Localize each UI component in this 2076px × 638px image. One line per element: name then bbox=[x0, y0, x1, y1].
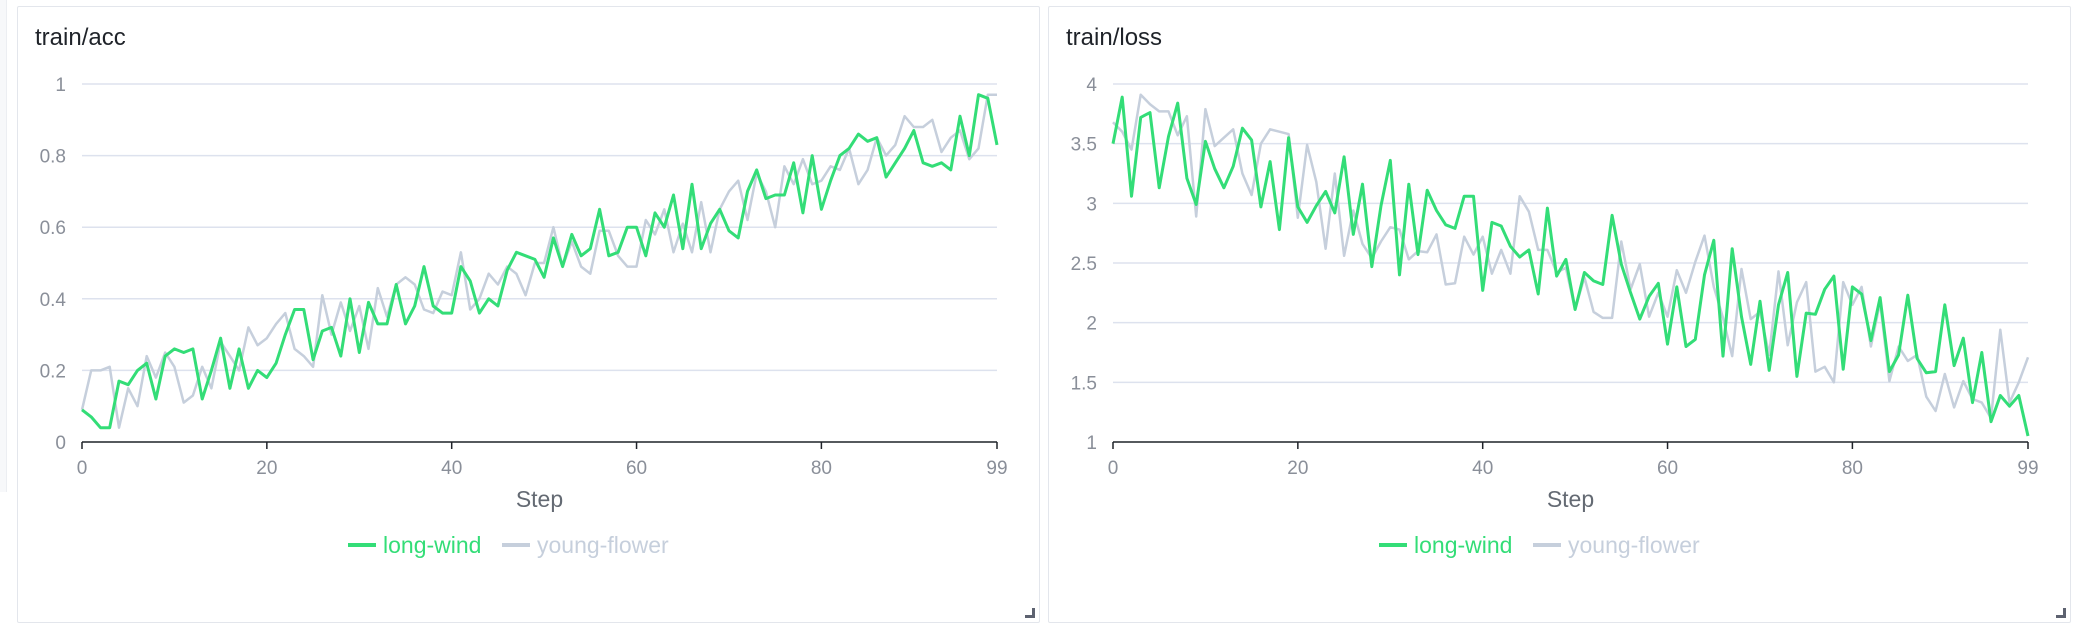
y-tick-label: 1 bbox=[55, 75, 66, 96]
y-tick-label: 0.6 bbox=[40, 218, 66, 239]
y-tick-label: 4 bbox=[1086, 75, 1097, 96]
x-tick-label: 99 bbox=[2017, 458, 2038, 479]
x-axis-label: Step bbox=[1547, 486, 1594, 512]
chart-panel-train-loss: train/loss 1 1.5 2 2.5 3 3.5 4 0 20 40 60 80 99 Step lo… bbox=[1048, 6, 2071, 623]
x-axis-label: Step bbox=[516, 486, 563, 512]
legend-label-young-flower: young-flower bbox=[1568, 532, 1700, 558]
x-tick-label: 40 bbox=[1472, 458, 1493, 479]
x-tick-label: 0 bbox=[1108, 458, 1119, 479]
legend-label-young-flower: young-flower bbox=[537, 532, 669, 558]
y-tick-label: 2.5 bbox=[1071, 254, 1097, 275]
x-tick-label: 20 bbox=[1287, 458, 1308, 479]
x-tick-label: 20 bbox=[256, 458, 277, 479]
y-tick-label: 0 bbox=[55, 433, 66, 454]
x-tick-label: 0 bbox=[77, 458, 88, 479]
y-tick-label: 0.4 bbox=[40, 290, 67, 311]
y-tick-label: 0.2 bbox=[40, 361, 66, 382]
chart-title: train/loss bbox=[1066, 24, 1162, 51]
x-tick-label: 40 bbox=[441, 458, 462, 479]
legend-label-long-wind: long-wind bbox=[1414, 532, 1512, 558]
x-tick-label: 99 bbox=[986, 458, 1007, 479]
series-line-young-flower bbox=[80, 93, 997, 429]
y-tick-label: 3 bbox=[1086, 194, 1097, 215]
x-tick-label: 80 bbox=[811, 458, 832, 479]
resize-handle-icon[interactable] bbox=[1025, 608, 1035, 618]
series-line-long-wind bbox=[81, 93, 999, 430]
resize-handle-icon[interactable] bbox=[2056, 608, 2066, 618]
legend-label-long-wind: long-wind bbox=[383, 532, 481, 558]
x-tick-label: 60 bbox=[626, 458, 647, 479]
y-tick-label: 3.5 bbox=[1071, 135, 1097, 156]
y-tick-label: 2 bbox=[1086, 314, 1097, 335]
chart-title: train/acc bbox=[35, 24, 126, 51]
train-acc-chart: train/acc 0 0.2 0.4 0.6 0.8 1 0 20 40 60 80 99 Step lo… bbox=[35, 24, 1008, 558]
y-tick-label: 1 bbox=[1086, 433, 1097, 454]
y-tick-label: 0.8 bbox=[40, 147, 66, 168]
x-tick-label: 80 bbox=[1842, 458, 1863, 479]
series-line-long-wind bbox=[1111, 95, 2030, 437]
y-tick-label: 1.5 bbox=[1071, 373, 1097, 394]
x-tick-label: 60 bbox=[1657, 458, 1678, 479]
chart-panel-train-acc: train/acc 0 0.2 0.4 0.6 0.8 1 0 20 40 60 80 99 Step lo… bbox=[17, 6, 1040, 623]
left-edge-strip bbox=[0, 0, 7, 492]
